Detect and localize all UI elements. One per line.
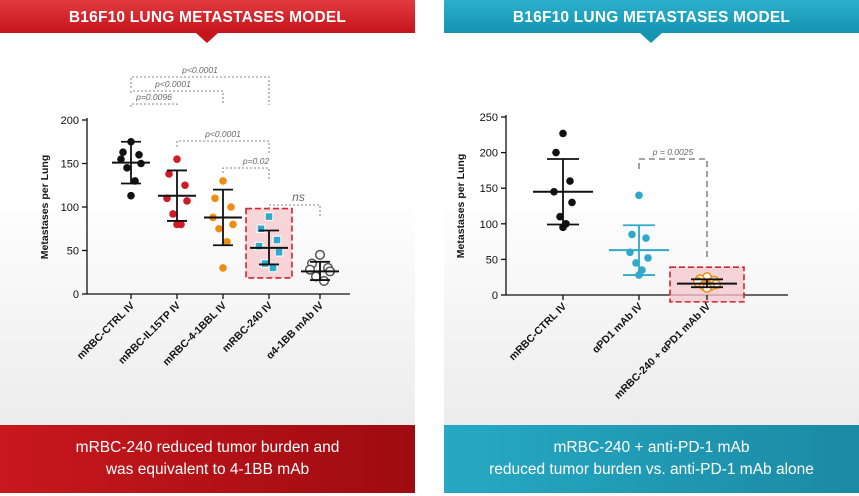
data-point-mrbc-4-1bbl-iv xyxy=(219,177,227,185)
p-value-label: p<0.0001 xyxy=(181,65,218,75)
p-value-label: ns xyxy=(292,190,305,204)
data-point-mrbc-ctrl-iv xyxy=(552,148,560,157)
data-point-mrbc-ctrl-iv xyxy=(127,191,135,200)
p-value-label: p<0.0001 xyxy=(204,129,241,139)
left-footer-line1: mRBC-240 reduced tumor burden and xyxy=(75,439,340,456)
right-header-title: B16F10 LUNG METASTASES MODEL xyxy=(444,0,859,33)
comparison-bracket xyxy=(130,76,270,105)
data-point-mrbc-ctrl-iv xyxy=(559,223,567,232)
data-point-mrbc-il15tp-iv xyxy=(165,170,173,178)
y-tick-label: 150 xyxy=(61,159,79,171)
data-point-pd1-mab-iv xyxy=(642,234,650,242)
data-point-mrbc-4-1bbl-iv xyxy=(219,264,227,272)
right-footer-line2: reduced tumor burden vs. anti-PD-1 mAb a… xyxy=(489,461,814,478)
data-point-pd1-mab-iv xyxy=(632,259,640,267)
data-point-mrbc-240-iv xyxy=(264,212,274,221)
comparison-bracket xyxy=(176,140,270,155)
data-point-pd1-mab-iv xyxy=(644,254,652,262)
comparison-bracket xyxy=(130,90,224,105)
data-point-mrbc-240-iv xyxy=(256,224,266,234)
data-point-mrbc-4-1bbl-iv xyxy=(227,203,235,211)
comparison-bracket xyxy=(222,167,270,181)
data-point-mrbc-240-iv xyxy=(274,247,284,257)
x-tick-label-mrbc-ctrl-iv: mRBC-CTRL IV xyxy=(507,301,569,363)
data-point-mrbc-ctrl-iv xyxy=(566,177,574,185)
p-value-label: p<0.0001 xyxy=(154,79,191,89)
comparison-bracket xyxy=(130,103,178,107)
left-header-notch xyxy=(196,33,218,43)
data-point-mrbc-ctrl-iv xyxy=(117,155,125,163)
data-point-mrbc-ctrl-iv xyxy=(556,212,564,221)
data-point-mrbc-4-1bbl-iv xyxy=(223,238,231,246)
p-value-label: p=0.0096 xyxy=(135,92,172,102)
p-value-label: p = 0.0025 xyxy=(652,147,694,157)
data-point-mrbc-il15tp-iv xyxy=(173,155,181,163)
data-point-mrbc-4-1bbl-iv xyxy=(229,220,237,229)
left-footer: mRBC-240 reduced tumor burden and was eq… xyxy=(0,425,415,493)
left-header-title: B16F10 LUNG METASTASES MODEL xyxy=(0,0,415,33)
data-point-4-1bb-mab-iv xyxy=(314,249,326,260)
comparison-bracket xyxy=(638,158,708,257)
right-plot-background xyxy=(444,33,859,425)
data-point-mrbc-il15tp-iv xyxy=(169,210,177,218)
data-point-mrbc-ctrl-iv xyxy=(559,129,567,138)
left-plot-background xyxy=(0,33,415,425)
left-chart: Metastases per Lung 0 50 100 150 200 p<0.0001 p… xyxy=(39,65,350,368)
y-tick-label: 50 xyxy=(67,246,79,258)
data-point-mrbc-4-1bbl-iv xyxy=(215,224,223,233)
data-point-mrbc-il15tp-iv xyxy=(173,220,181,229)
comparison-bracket xyxy=(268,204,321,217)
left-footer-line2: was equivalent to 4-1BB mAb xyxy=(105,461,310,478)
data-point-mrbc-il15tp-iv xyxy=(181,181,189,190)
data-point-pd1-mab-iv xyxy=(635,191,643,200)
data-point-mrbc-ctrl-iv xyxy=(119,148,127,156)
y-tick-label: 100 xyxy=(480,219,498,231)
y-axis-label: Metastases per Lung xyxy=(455,154,467,258)
p-value-label: p=0.02 xyxy=(242,156,270,166)
right-header-notch xyxy=(640,33,662,43)
data-point-mrbc-ctrl-iv xyxy=(135,151,143,159)
left-panel: B16F10 LUNG METASTASES MODEL Metastases … xyxy=(0,0,415,496)
y-tick-label: 0 xyxy=(492,290,498,302)
y-tick-label: 150 xyxy=(480,183,498,195)
x-tick-label-pd1-mab-iv: αPD1 mAb IV xyxy=(590,301,645,356)
data-point-mrbc-il15tp-iv xyxy=(183,197,191,205)
data-point-pd1-mab-iv xyxy=(628,230,636,239)
y-axis-label: Metastases per Lung xyxy=(39,155,51,259)
data-point-mrbc-ctrl-iv xyxy=(123,164,131,172)
y-tick-label: 250 xyxy=(480,112,498,124)
right-panel: B16F10 LUNG METASTASES MODEL Metastases … xyxy=(444,0,859,496)
y-tick-label: 50 xyxy=(486,254,498,266)
data-point-mrbc-240-iv xyxy=(272,235,282,245)
y-tick-label: 200 xyxy=(61,115,79,127)
data-point-mrbc-4-1bbl-iv xyxy=(211,194,219,203)
y-tick-label: 200 xyxy=(480,148,498,160)
data-point-mrbc-240-iv xyxy=(254,241,264,251)
y-tick-label: 100 xyxy=(61,202,79,214)
right-footer: mRBC-240 + anti-PD-1 mAb reduced tumor b… xyxy=(444,425,859,493)
right-footer-line1: mRBC-240 + anti-PD-1 mAb xyxy=(553,439,750,456)
y-tick-label: 0 xyxy=(73,289,79,301)
data-point-mrbc-ctrl-iv xyxy=(568,198,576,207)
right-chart: Metastases per Lung 0 50 100 150 200 250 p = 0.… xyxy=(455,112,788,402)
